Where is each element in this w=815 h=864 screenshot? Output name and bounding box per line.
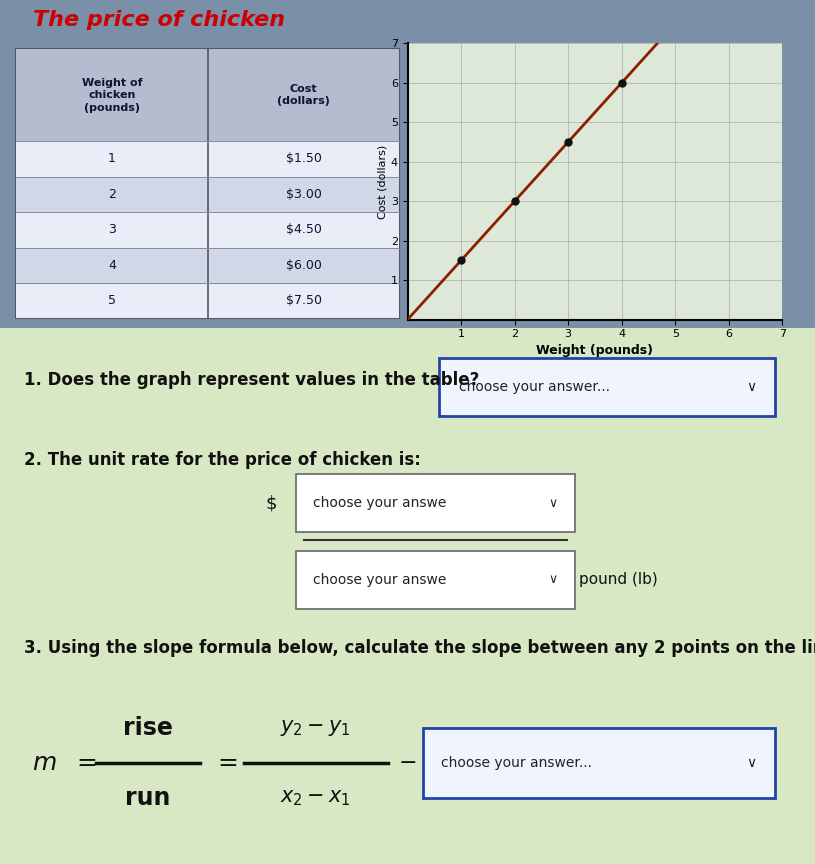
Text: choose your answer...: choose your answer... bbox=[460, 379, 610, 394]
Text: The price of chicken: The price of chicken bbox=[33, 10, 284, 30]
Text: pound (lb): pound (lb) bbox=[579, 572, 658, 588]
X-axis label: Weight (pounds): Weight (pounds) bbox=[536, 344, 654, 357]
FancyBboxPatch shape bbox=[16, 49, 399, 141]
Text: 2: 2 bbox=[108, 187, 116, 200]
Text: =: = bbox=[218, 751, 238, 775]
Text: Cost
(dollars): Cost (dollars) bbox=[277, 84, 330, 106]
Text: $7.50: $7.50 bbox=[285, 295, 322, 308]
Text: $3.00: $3.00 bbox=[285, 187, 322, 200]
Text: Weight of
chicken
(pounds): Weight of chicken (pounds) bbox=[82, 78, 143, 112]
Text: 3. Using the slope formula below, calculate the slope between any 2 points on th: 3. Using the slope formula below, calcul… bbox=[24, 639, 815, 658]
FancyBboxPatch shape bbox=[16, 176, 399, 212]
Text: −: − bbox=[399, 753, 416, 772]
Text: choose your answe: choose your answe bbox=[313, 497, 447, 511]
FancyBboxPatch shape bbox=[16, 212, 399, 248]
Text: $6.00: $6.00 bbox=[285, 259, 322, 272]
Point bbox=[562, 135, 575, 149]
Text: $x_2 - x_1$: $x_2 - x_1$ bbox=[280, 788, 351, 808]
Y-axis label: Cost (dollars): Cost (dollars) bbox=[378, 144, 388, 219]
Text: choose your answer...: choose your answer... bbox=[441, 756, 592, 770]
FancyBboxPatch shape bbox=[424, 727, 775, 798]
Text: rise: rise bbox=[123, 715, 173, 740]
Text: 2. The unit rate for the price of chicken is:: 2. The unit rate for the price of chicke… bbox=[24, 451, 421, 469]
FancyBboxPatch shape bbox=[296, 550, 575, 608]
Text: ∨: ∨ bbox=[746, 379, 756, 394]
Text: $m$: $m$ bbox=[32, 751, 57, 775]
Point bbox=[508, 194, 521, 208]
Text: $: $ bbox=[266, 494, 277, 512]
Text: run: run bbox=[126, 786, 170, 810]
FancyBboxPatch shape bbox=[439, 358, 775, 416]
Text: ∨: ∨ bbox=[548, 573, 557, 586]
FancyBboxPatch shape bbox=[16, 248, 399, 283]
Text: $4.50: $4.50 bbox=[285, 223, 322, 237]
Text: ∨: ∨ bbox=[548, 497, 557, 510]
FancyBboxPatch shape bbox=[16, 141, 399, 176]
FancyBboxPatch shape bbox=[16, 283, 399, 319]
FancyBboxPatch shape bbox=[0, 0, 815, 328]
Text: ∨: ∨ bbox=[746, 756, 756, 770]
FancyBboxPatch shape bbox=[296, 474, 575, 532]
Text: 1. Does the graph represent values in the table?: 1. Does the graph represent values in th… bbox=[24, 372, 479, 389]
Point bbox=[669, 16, 682, 30]
Text: 5: 5 bbox=[108, 295, 116, 308]
Text: $y_2 - y_1$: $y_2 - y_1$ bbox=[280, 718, 351, 738]
FancyBboxPatch shape bbox=[16, 49, 399, 319]
Text: 1: 1 bbox=[108, 152, 116, 165]
Text: 3: 3 bbox=[108, 223, 116, 237]
Point bbox=[615, 76, 628, 90]
Text: =: = bbox=[76, 751, 97, 775]
Text: $1.50: $1.50 bbox=[285, 152, 322, 165]
Point bbox=[455, 253, 468, 267]
Text: 4: 4 bbox=[108, 259, 116, 272]
Text: choose your answe: choose your answe bbox=[313, 573, 447, 587]
